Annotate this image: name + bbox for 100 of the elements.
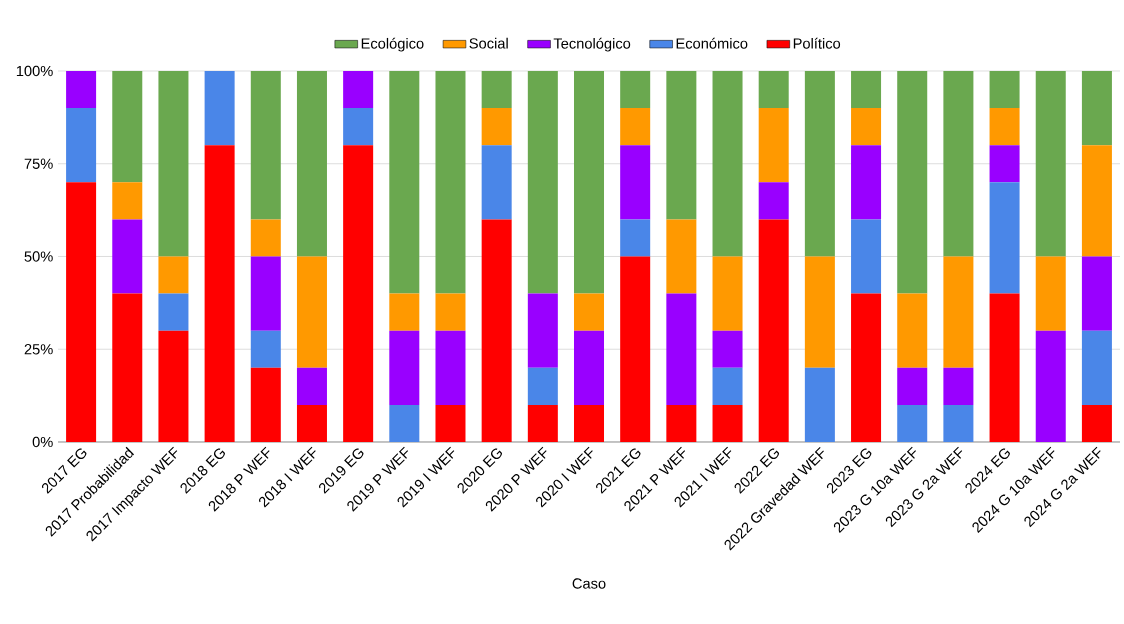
bar bbox=[1081, 145, 1112, 257]
bar bbox=[897, 404, 928, 442]
bar bbox=[112, 70, 143, 183]
bar bbox=[574, 404, 605, 442]
bar bbox=[250, 70, 281, 220]
bar bbox=[620, 108, 651, 146]
bar bbox=[620, 219, 651, 257]
bar bbox=[851, 145, 882, 220]
bar bbox=[712, 404, 743, 442]
bar bbox=[296, 256, 327, 368]
bar bbox=[758, 70, 789, 109]
y-tick-label: 75% bbox=[24, 158, 53, 169]
bar bbox=[620, 145, 651, 220]
bar bbox=[943, 70, 974, 257]
bar bbox=[897, 70, 928, 294]
bar bbox=[296, 404, 327, 442]
bar bbox=[389, 330, 420, 405]
bar bbox=[527, 70, 558, 294]
bar bbox=[343, 145, 374, 442]
bar bbox=[1035, 330, 1066, 442]
bar bbox=[851, 293, 882, 442]
bar bbox=[851, 219, 882, 294]
bar bbox=[481, 145, 512, 220]
legend-label: Económico bbox=[676, 37, 748, 49]
bar bbox=[204, 70, 235, 146]
bar bbox=[250, 219, 281, 257]
bar bbox=[527, 293, 558, 368]
bar bbox=[851, 70, 882, 109]
bar bbox=[481, 219, 512, 442]
bar bbox=[158, 293, 189, 331]
bar bbox=[620, 256, 651, 442]
bar bbox=[574, 330, 605, 405]
bar bbox=[250, 330, 281, 368]
bar bbox=[527, 367, 558, 405]
bar bbox=[897, 367, 928, 405]
bar bbox=[66, 182, 97, 442]
bar bbox=[66, 108, 97, 183]
bar bbox=[343, 108, 374, 146]
y-tick-label: 50% bbox=[24, 251, 53, 262]
bar bbox=[1081, 70, 1112, 146]
bar bbox=[989, 70, 1020, 109]
bar bbox=[804, 256, 835, 368]
bar bbox=[666, 293, 697, 405]
bar bbox=[296, 70, 327, 257]
bar bbox=[851, 108, 882, 146]
bar bbox=[112, 182, 143, 220]
bar bbox=[574, 293, 605, 331]
bar bbox=[250, 256, 281, 331]
bar bbox=[296, 367, 327, 405]
bar bbox=[758, 182, 789, 220]
bar bbox=[435, 404, 466, 442]
bar bbox=[389, 70, 420, 294]
bar bbox=[527, 404, 558, 442]
y-tick-label: 0% bbox=[32, 436, 53, 448]
bar bbox=[158, 330, 189, 442]
bar bbox=[435, 293, 466, 331]
y-tick-label: 25% bbox=[24, 344, 53, 355]
bar bbox=[666, 219, 697, 294]
bar bbox=[666, 404, 697, 442]
bar bbox=[712, 70, 743, 257]
bar bbox=[804, 367, 835, 442]
bar bbox=[1081, 256, 1112, 331]
bar bbox=[481, 108, 512, 146]
bar bbox=[1081, 404, 1112, 442]
bar bbox=[435, 70, 466, 294]
bar bbox=[158, 256, 189, 294]
legend-label: Tecnológico bbox=[553, 37, 631, 52]
bar bbox=[389, 293, 420, 331]
bar bbox=[989, 293, 1020, 442]
y-tick-label: 100% bbox=[16, 65, 53, 77]
bar bbox=[620, 70, 651, 109]
legend-label: Social bbox=[469, 37, 508, 49]
bar bbox=[1035, 70, 1066, 257]
bar bbox=[712, 256, 743, 331]
bar bbox=[712, 367, 743, 405]
bar bbox=[943, 404, 974, 442]
bar bbox=[1081, 330, 1112, 405]
bar bbox=[943, 256, 974, 368]
bar bbox=[158, 70, 189, 257]
x-axis-title: Caso bbox=[572, 578, 606, 589]
bar bbox=[250, 367, 281, 442]
bar bbox=[989, 182, 1020, 294]
bar bbox=[435, 330, 466, 405]
bar bbox=[758, 108, 789, 183]
bar bbox=[758, 219, 789, 442]
bar bbox=[112, 219, 143, 294]
bar bbox=[389, 404, 420, 442]
bar bbox=[666, 70, 697, 220]
bar bbox=[804, 70, 835, 257]
bar bbox=[112, 293, 143, 442]
bar bbox=[481, 70, 512, 109]
bar bbox=[574, 70, 605, 294]
legend-label: Ecológico bbox=[361, 37, 424, 52]
bar bbox=[989, 145, 1020, 183]
legend-label: Político bbox=[793, 37, 841, 49]
bar bbox=[897, 293, 928, 368]
bar bbox=[343, 70, 374, 109]
bar bbox=[204, 145, 235, 442]
bar bbox=[943, 367, 974, 405]
bar bbox=[66, 70, 97, 109]
